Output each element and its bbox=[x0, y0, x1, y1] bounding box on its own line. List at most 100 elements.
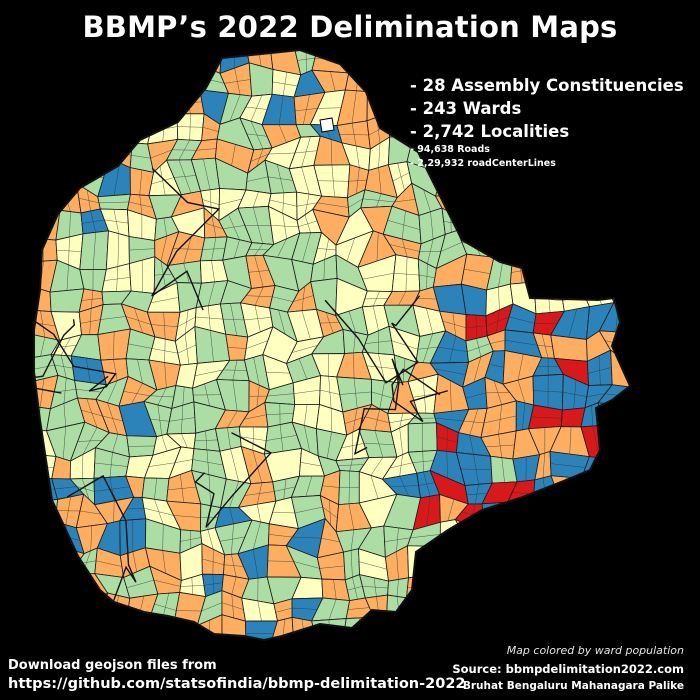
locality-line bbox=[59, 587, 78, 591]
locality-line bbox=[616, 478, 620, 500]
locality-line bbox=[66, 264, 69, 291]
locality-line bbox=[348, 179, 367, 182]
locality-line bbox=[557, 611, 579, 616]
locality-line bbox=[450, 380, 452, 412]
locality-line bbox=[293, 389, 321, 394]
locality-line bbox=[365, 340, 392, 344]
locality-line bbox=[363, 443, 395, 445]
locality-line bbox=[643, 385, 644, 407]
ward-cell bbox=[434, 566, 468, 600]
ward-cell bbox=[49, 113, 85, 147]
locality-line bbox=[132, 551, 137, 572]
locality-line bbox=[192, 459, 224, 466]
locality-line bbox=[59, 627, 67, 640]
locality-line bbox=[348, 503, 355, 530]
locality-line bbox=[128, 201, 153, 208]
locality-line bbox=[113, 162, 120, 196]
locality-line bbox=[465, 392, 487, 399]
ward-cell bbox=[69, 87, 103, 115]
locality-line bbox=[257, 50, 262, 67]
locality-line bbox=[160, 236, 167, 262]
locality-line bbox=[493, 201, 509, 205]
locality-line bbox=[631, 200, 654, 202]
ward-cell bbox=[533, 50, 559, 77]
ward-cell bbox=[529, 522, 564, 550]
ward-cell bbox=[405, 595, 444, 630]
ward-cell bbox=[34, 597, 61, 628]
locality-line bbox=[396, 551, 399, 580]
locality-line bbox=[451, 597, 453, 624]
locality-line bbox=[81, 454, 84, 479]
locality-line bbox=[362, 198, 395, 203]
locality-line bbox=[244, 414, 267, 420]
locality-line bbox=[465, 325, 487, 328]
locality-line bbox=[90, 525, 93, 551]
locality-line bbox=[410, 534, 441, 539]
locality-line bbox=[348, 311, 356, 333]
ward-cell bbox=[601, 477, 630, 503]
locality-line bbox=[319, 389, 340, 395]
locality-line bbox=[494, 216, 503, 238]
locality-line bbox=[281, 619, 286, 640]
locality-line bbox=[389, 462, 413, 469]
ward-cell bbox=[407, 545, 441, 579]
ward-cell bbox=[460, 566, 493, 600]
locality-line bbox=[396, 579, 399, 597]
ward-cell bbox=[632, 526, 654, 550]
ward-cell bbox=[34, 141, 60, 174]
locality-line bbox=[135, 91, 142, 116]
locality-line bbox=[227, 410, 238, 428]
stat-wards: - 243 Wards bbox=[410, 99, 522, 118]
locality-line bbox=[378, 143, 381, 168]
ward-cell bbox=[526, 230, 563, 267]
locality-line bbox=[298, 220, 318, 227]
locality-line bbox=[210, 330, 214, 362]
locality-line bbox=[436, 436, 458, 443]
locality-line bbox=[498, 287, 500, 310]
ward-cell bbox=[549, 451, 590, 479]
ward-cell bbox=[122, 50, 155, 75]
locality-line bbox=[77, 440, 103, 442]
locality-line bbox=[641, 621, 642, 646]
locality-line bbox=[123, 81, 151, 83]
locality-line bbox=[292, 607, 318, 610]
locality-line bbox=[305, 476, 313, 497]
locality-line bbox=[278, 95, 284, 125]
locality-line bbox=[185, 68, 191, 93]
ward-cell bbox=[460, 283, 488, 317]
ward-cell bbox=[579, 525, 611, 557]
locality-line bbox=[148, 462, 176, 467]
locality-line bbox=[128, 343, 152, 349]
locality-line bbox=[593, 528, 598, 555]
locality-line bbox=[301, 166, 310, 195]
locality-line bbox=[507, 583, 529, 586]
ward-cell bbox=[561, 522, 586, 558]
locality-line bbox=[440, 242, 463, 252]
locality-line bbox=[347, 586, 363, 591]
ward-cell bbox=[505, 567, 531, 604]
locality-line bbox=[365, 416, 390, 424]
locality-line bbox=[537, 345, 553, 347]
locality-line bbox=[544, 50, 547, 72]
locality-line bbox=[69, 211, 71, 237]
ward-cell bbox=[34, 69, 53, 95]
locality-line bbox=[195, 316, 224, 320]
locality-line bbox=[393, 56, 414, 62]
locality-line bbox=[517, 380, 526, 404]
locality-line bbox=[562, 211, 568, 236]
locality-line bbox=[554, 55, 583, 59]
locality-line bbox=[76, 486, 95, 492]
locality-line bbox=[293, 295, 314, 302]
locality-line bbox=[586, 512, 606, 515]
map-title: BBMP’s 2022 Delimination Maps bbox=[82, 10, 618, 44]
ward-cell bbox=[558, 548, 588, 578]
ward-cell bbox=[44, 168, 86, 184]
locality-line bbox=[470, 50, 475, 67]
locality-line bbox=[152, 58, 176, 60]
locality-line bbox=[517, 354, 524, 381]
locality-line bbox=[613, 189, 622, 213]
locality-line bbox=[630, 466, 654, 468]
locality-line bbox=[355, 145, 360, 168]
download-link[interactable]: https://github.com/statsofindia/bbmp-del… bbox=[8, 676, 466, 692]
ward-cell bbox=[580, 477, 607, 503]
